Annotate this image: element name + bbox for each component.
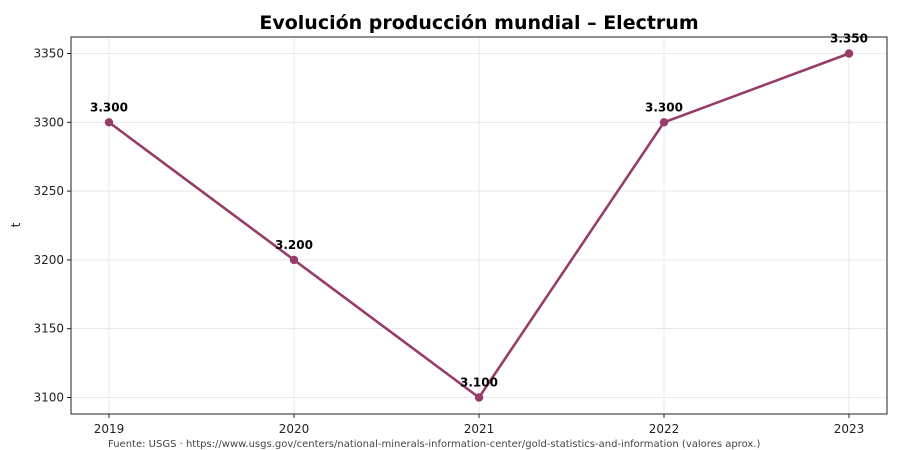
x-axis: 2019 2020 2021 2022 2023 — [94, 414, 865, 436]
data-point — [104, 118, 114, 127]
y-axis-label: t — [9, 222, 23, 227]
x-tick-label: 2021 — [464, 422, 495, 436]
x-tick-label: 2022 — [649, 422, 680, 436]
data-label: 3.200 — [275, 238, 313, 252]
series — [104, 49, 854, 402]
data-labels: 3.300 3.200 3.100 3.300 3.350 — [90, 32, 868, 390]
grid — [71, 37, 887, 414]
y-axis: 3100 3150 3200 3250 3300 3350 — [33, 47, 71, 404]
y-tick-label: 3100 — [33, 390, 64, 404]
y-tick-label: 3200 — [33, 253, 64, 267]
x-tick-label: 2023 — [834, 422, 865, 436]
data-point — [289, 255, 299, 265]
data-point — [474, 393, 484, 402]
chart-title: Evolución producción mundial – Electrum — [259, 12, 698, 34]
y-tick-label: 3250 — [33, 184, 64, 198]
x-tick-label: 2019 — [94, 422, 125, 436]
x-tick-label: 2020 — [279, 422, 310, 436]
data-label: 3.300 — [90, 100, 128, 114]
y-tick-label: 3300 — [33, 115, 64, 129]
source-note: Fuente: USGS · https://www.usgs.gov/cent… — [108, 439, 760, 450]
data-label: 3.100 — [460, 375, 498, 389]
y-tick-label: 3150 — [33, 322, 64, 336]
data-point — [659, 118, 669, 127]
y-tick-label: 3350 — [33, 47, 64, 61]
data-label: 3.300 — [645, 100, 683, 114]
data-label: 3.350 — [830, 32, 868, 46]
data-point — [844, 49, 854, 58]
